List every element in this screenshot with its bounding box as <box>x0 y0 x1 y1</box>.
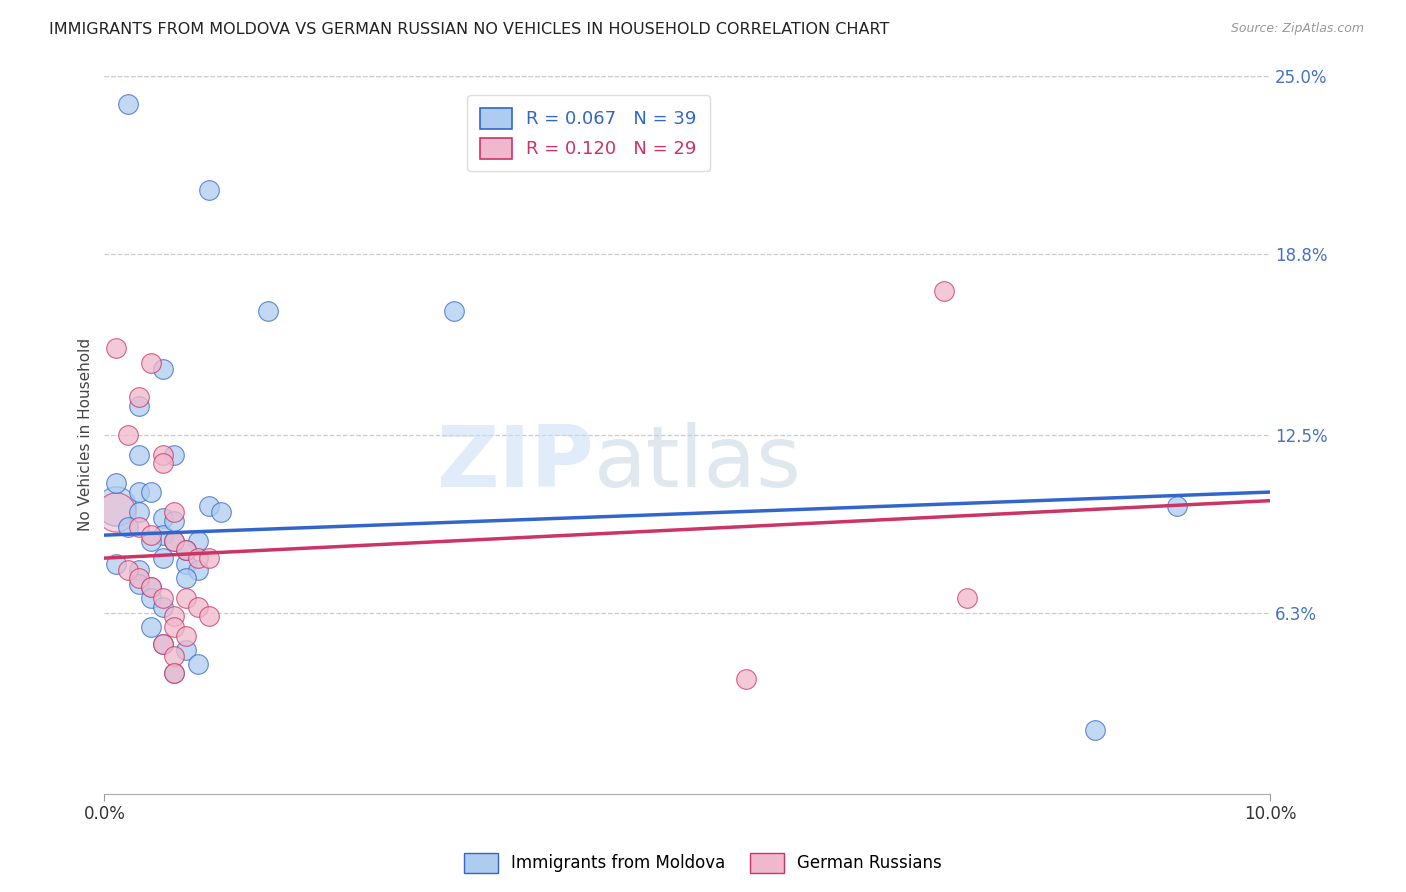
Point <box>139 580 162 594</box>
Point <box>163 666 186 681</box>
Point <box>128 448 150 462</box>
Point <box>163 666 186 681</box>
Point <box>152 637 174 651</box>
Point <box>152 528 174 542</box>
Point <box>187 599 209 614</box>
Point <box>117 97 139 112</box>
Point <box>163 505 186 519</box>
Y-axis label: No Vehicles in Household: No Vehicles in Household <box>79 338 93 531</box>
Legend: Immigrants from Moldova, German Russians: Immigrants from Moldova, German Russians <box>458 847 948 880</box>
Point <box>163 533 186 548</box>
Text: IMMIGRANTS FROM MOLDOVA VS GERMAN RUSSIAN NO VEHICLES IN HOUSEHOLD CORRELATION C: IMMIGRANTS FROM MOLDOVA VS GERMAN RUSSIA… <box>49 22 890 37</box>
Point <box>152 511 174 525</box>
Point <box>443 304 465 318</box>
Point <box>174 643 197 657</box>
Point <box>139 620 162 634</box>
Point <box>198 608 221 623</box>
Point <box>152 361 174 376</box>
Point <box>956 591 979 606</box>
Point <box>734 672 756 686</box>
Point <box>152 599 174 614</box>
Legend: R = 0.067   N = 39, R = 0.120   N = 29: R = 0.067 N = 39, R = 0.120 N = 29 <box>467 95 710 171</box>
Point <box>163 648 186 663</box>
Point <box>174 542 197 557</box>
Point <box>198 551 221 566</box>
Point <box>163 448 186 462</box>
Point <box>105 557 128 571</box>
Point <box>174 629 197 643</box>
Point <box>152 456 174 470</box>
Point <box>198 183 221 197</box>
Point <box>128 571 150 585</box>
Point <box>152 448 174 462</box>
Point <box>187 563 209 577</box>
Point <box>139 356 162 370</box>
Point <box>128 563 150 577</box>
Point <box>187 657 209 672</box>
Point <box>209 505 232 519</box>
Point <box>174 557 197 571</box>
Point <box>128 399 150 413</box>
Point <box>139 580 162 594</box>
Point <box>256 304 278 318</box>
Point <box>139 485 162 500</box>
Text: ZIP: ZIP <box>436 422 595 505</box>
Point <box>163 608 186 623</box>
Point <box>174 571 197 585</box>
Point <box>117 519 139 533</box>
Point <box>105 500 128 514</box>
Point <box>128 577 150 591</box>
Point <box>174 542 197 557</box>
Point <box>152 551 174 566</box>
Point <box>128 519 150 533</box>
Point <box>932 284 955 298</box>
Point <box>139 591 162 606</box>
Point <box>1166 500 1188 514</box>
Point <box>117 427 139 442</box>
Text: atlas: atlas <box>595 422 801 505</box>
Point <box>152 637 174 651</box>
Point <box>174 591 197 606</box>
Point <box>163 533 186 548</box>
Point <box>128 505 150 519</box>
Point <box>105 342 128 356</box>
Point <box>152 591 174 606</box>
Text: Source: ZipAtlas.com: Source: ZipAtlas.com <box>1230 22 1364 36</box>
Point <box>163 620 186 634</box>
Point <box>187 551 209 566</box>
Point <box>1084 723 1107 738</box>
Point <box>105 505 128 519</box>
Point <box>139 533 162 548</box>
Point <box>163 514 186 528</box>
Point <box>117 563 139 577</box>
Point <box>187 533 209 548</box>
Point <box>105 476 128 491</box>
Point <box>139 528 162 542</box>
Point <box>128 485 150 500</box>
Point <box>198 500 221 514</box>
Point <box>128 390 150 404</box>
